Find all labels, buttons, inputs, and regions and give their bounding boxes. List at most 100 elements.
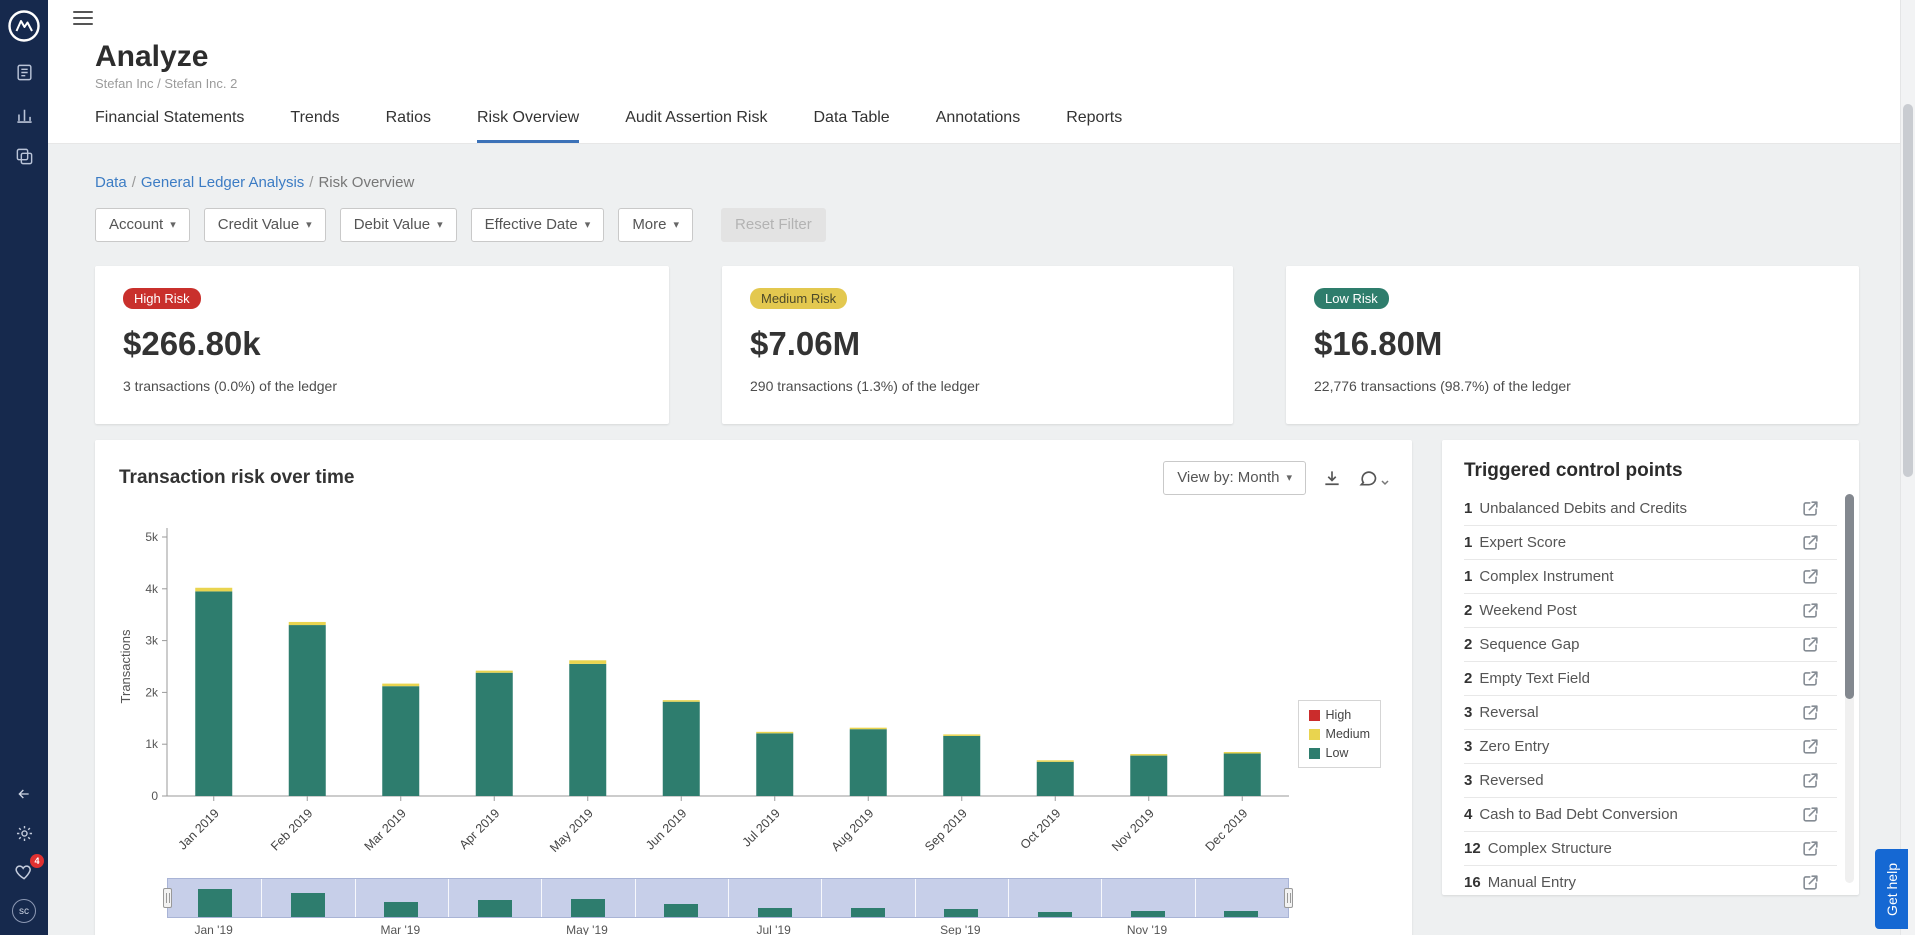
bar-low[interactable] (756, 733, 794, 796)
brush-bar (197, 889, 232, 917)
open-control-point-icon[interactable] (1801, 805, 1821, 825)
control-point-count: 1 (1464, 534, 1473, 551)
bar-low[interactable] (288, 625, 326, 796)
bar-medium[interactable] (195, 587, 233, 592)
bar-medium[interactable] (1130, 754, 1168, 756)
legend-swatch (1308, 709, 1320, 721)
control-point-label: Unbalanced Debits and Credits (1479, 500, 1687, 517)
open-control-point-icon[interactable] (1801, 839, 1821, 859)
bar-medium[interactable] (475, 670, 513, 673)
open-control-point-icon[interactable] (1801, 703, 1821, 723)
chevron-down-icon (1381, 480, 1389, 486)
control-point-count: 1 (1464, 500, 1473, 517)
reset-filter-button[interactable]: Reset Filter (721, 208, 826, 242)
open-control-point-icon[interactable] (1801, 635, 1821, 655)
filter-effective-date-dropdown[interactable]: Effective Date ▾ (470, 208, 605, 242)
tab-audit-assertion-risk[interactable]: Audit Assertion Risk (625, 109, 768, 126)
control-point-count: 3 (1464, 738, 1473, 755)
user-avatar[interactable]: sc (12, 899, 36, 923)
control-points-card: Triggered control points 1 Unbalanced Deb… (1442, 440, 1859, 895)
bar-low[interactable] (662, 701, 700, 796)
content: Data / General Ledger Analysis / Risk Overvi… (48, 144, 1859, 935)
filter-more-dropdown[interactable]: More ▾ (618, 208, 694, 242)
bar-low[interactable] (1130, 755, 1168, 796)
support-icon[interactable]: 4 (12, 854, 44, 884)
bar-low[interactable] (382, 686, 420, 796)
collapse-sidebar-icon[interactable] (12, 782, 36, 806)
open-control-point-icon[interactable] (1801, 873, 1821, 893)
tab-financial-statements[interactable]: Financial Statements (95, 109, 245, 126)
get-help-tab[interactable]: Get help (1875, 849, 1908, 929)
brush-axis-label: Nov '19 (1126, 923, 1168, 935)
download-icon[interactable] (1322, 468, 1342, 488)
bar-medium[interactable] (662, 700, 700, 702)
tab-reports[interactable]: Reports (1066, 109, 1123, 126)
risk-card-high-risk: High Risk $266.80k 3 transactions (0.0%) o… (95, 266, 669, 424)
tab-data-table[interactable]: Data Table (813, 109, 890, 126)
tab-trends[interactable]: Trends (290, 109, 340, 126)
control-points-list: 1 Unbalanced Debits and Credits 1 Expert Sc… (1464, 492, 1837, 895)
brush-bar (291, 893, 325, 917)
bar-medium[interactable] (756, 731, 794, 734)
control-points-scrollbar[interactable] (1845, 494, 1854, 883)
open-control-point-icon[interactable] (1801, 737, 1821, 757)
breadcrumb-link-data[interactable]: Data (95, 174, 127, 191)
open-control-point-icon[interactable] (1801, 601, 1821, 621)
menu-hamburger-icon[interactable] (73, 11, 93, 25)
app-logo-icon[interactable] (6, 8, 42, 44)
view-by-dropdown[interactable]: View by: Month ▾ (1163, 461, 1306, 495)
tab-annotations[interactable]: Annotations (935, 109, 1021, 126)
open-control-point-icon[interactable] (1801, 669, 1821, 689)
legend-item-low: Low (1308, 746, 1370, 760)
bar-low[interactable] (569, 663, 607, 796)
control-point-row: 3 Reversed (1464, 764, 1837, 798)
brush-axis-label: Mar '19 (380, 923, 421, 935)
page-scrollbar[interactable] (1900, 0, 1915, 935)
control-point-label: Manual Entry (1487, 874, 1577, 891)
brush-handle-right[interactable] (1284, 888, 1293, 908)
bar-medium[interactable] (1223, 752, 1261, 754)
main-area: Analyze Stefan Inc / Stefan Inc. 2 Finan… (48, 0, 1915, 935)
nav-compare-icon[interactable] (12, 144, 36, 168)
control-point-label: Complex Structure (1487, 840, 1612, 857)
bar-low[interactable] (1223, 753, 1261, 796)
nav-analytics-icon[interactable] (12, 102, 36, 126)
bar-low[interactable] (849, 729, 887, 796)
tab-risk-overview[interactable]: Risk Overview (476, 109, 580, 143)
filter-credit-value-dropdown[interactable]: Credit Value ▾ (203, 208, 326, 242)
nav-ledger-icon[interactable] (12, 60, 36, 84)
bar-low[interactable] (943, 735, 981, 796)
risk-card-low-risk: Low Risk $16.80M 22,776 transactions (98.7… (1286, 266, 1859, 424)
bar-medium[interactable] (382, 683, 420, 687)
open-control-point-icon[interactable] (1801, 533, 1821, 553)
control-point-count: 2 (1464, 636, 1473, 653)
bar-low[interactable] (1036, 761, 1074, 796)
control-point-count: 1 (1464, 568, 1473, 585)
bar-low[interactable] (475, 672, 513, 796)
brush-axis-label: Sep '19 (940, 923, 981, 935)
bar-medium[interactable] (288, 621, 326, 626)
chart-brush[interactable] (163, 878, 1293, 918)
control-points-scroll-thumb[interactable] (1845, 494, 1854, 699)
settings-gear-icon[interactable] (12, 821, 36, 845)
risk-amount: $7.06M (750, 325, 861, 362)
open-control-point-icon[interactable] (1801, 499, 1821, 519)
filter-debit-value-dropdown[interactable]: Debit Value ▾ (339, 208, 457, 242)
filter-account-dropdown[interactable]: Account ▾ (95, 208, 190, 242)
control-point-row: 12 Complex Structure (1464, 832, 1837, 866)
breadcrumb-link-general-ledger-analysis[interactable]: General Ledger Analysis (140, 174, 305, 191)
brush-axis-label: May '19 (566, 923, 608, 935)
bar-medium[interactable] (1036, 760, 1074, 762)
brush-handle-left[interactable] (163, 888, 172, 908)
tab-ratios[interactable]: Ratios (385, 109, 431, 126)
bar-medium[interactable] (943, 734, 981, 736)
bar-low[interactable] (195, 591, 233, 796)
bar-medium[interactable] (569, 660, 607, 664)
open-control-point-icon[interactable] (1801, 771, 1821, 791)
page-scroll-thumb[interactable] (1903, 104, 1913, 477)
bar-medium[interactable] (849, 727, 887, 730)
svg-text:Feb 2019: Feb 2019 (268, 806, 315, 853)
open-control-point-icon[interactable] (1801, 567, 1821, 587)
charts-row: Transaction risk over time View by: Mont… (95, 440, 1859, 935)
comment-icon[interactable] (1358, 468, 1390, 488)
